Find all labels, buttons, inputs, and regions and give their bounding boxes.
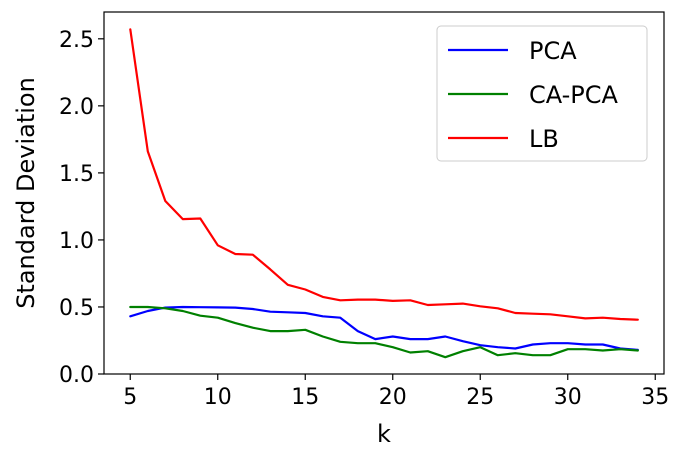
x-tick-label: 10 [204, 385, 232, 410]
x-axis-title: k [377, 420, 391, 448]
legend-label-ca-pca: CA-PCA [529, 81, 619, 109]
y-tick-label: 2.5 [59, 28, 94, 53]
series-line-ca-pca [129, 305, 639, 359]
y-tick-label: 0.0 [59, 363, 94, 388]
x-tick-label: 30 [554, 385, 582, 410]
x-tick-label: 20 [379, 385, 407, 410]
legend-box [436, 25, 648, 162]
y-tick-label: 0.5 [59, 296, 94, 321]
series-layer [129, 28, 639, 359]
y-tick-label: 2.0 [59, 95, 94, 120]
x-tick-label: 5 [123, 385, 137, 410]
y-tick-label: 1.5 [59, 162, 94, 187]
x-tick-label: 35 [641, 385, 669, 410]
x-axis: 5 10 15 20 25 30 35 [123, 374, 669, 410]
x-tick-label: 15 [291, 385, 319, 410]
legend: PCA CA-PCA LB [436, 25, 648, 162]
y-axis-title: Standard Deviation [12, 77, 40, 309]
y-tick-label: 1.0 [59, 229, 94, 254]
legend-label-lb: LB [529, 125, 559, 153]
legend-label-pca: PCA [529, 37, 577, 65]
series-line-pca [129, 305, 639, 351]
x-tick-label: 25 [466, 385, 494, 410]
series-line-lb [129, 28, 639, 321]
plot-frame [103, 11, 665, 375]
y-axis: 0.0 0.5 1.0 1.5 2.0 2.5 [59, 28, 104, 388]
